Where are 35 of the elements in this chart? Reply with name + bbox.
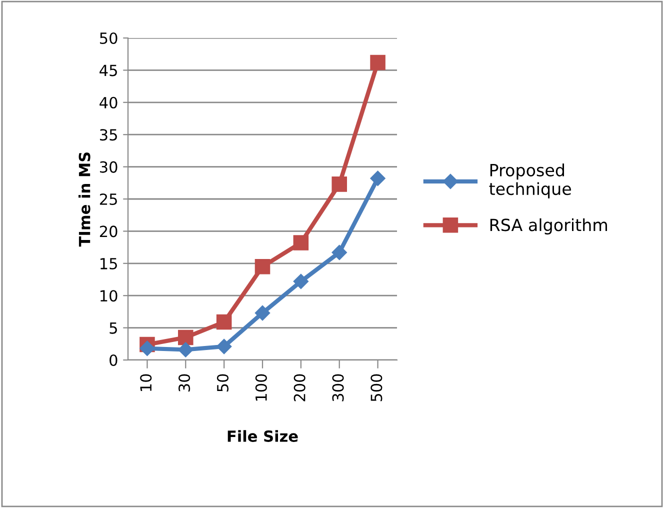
point xyxy=(332,176,347,192)
point xyxy=(254,305,270,321)
point xyxy=(293,274,308,289)
point xyxy=(178,342,194,358)
y-tick-label: 50 xyxy=(100,32,118,44)
legend-label: Proposed technique xyxy=(489,164,571,198)
x-tick-label: 300 xyxy=(332,374,344,402)
point xyxy=(140,340,155,356)
x-tick-label: 500 xyxy=(370,374,382,402)
x-tick-label: 100 xyxy=(255,374,267,401)
x-tick-label: 50 xyxy=(216,374,229,392)
y-axis-title: TIme in MS xyxy=(78,152,90,247)
y-tick-label: 30 xyxy=(100,161,118,173)
point xyxy=(216,338,232,354)
point xyxy=(216,314,232,330)
point xyxy=(178,330,194,346)
y-tick-label: 45 xyxy=(100,64,117,76)
point xyxy=(332,244,347,260)
point xyxy=(293,235,309,250)
y-tick-label: 20 xyxy=(100,226,118,238)
y-tick-label: 0 xyxy=(110,354,118,366)
legend-label: RSA algorithm xyxy=(490,218,607,234)
x-tick-label: 30 xyxy=(178,374,190,392)
x-tick-label: 10 xyxy=(140,374,152,391)
x-tick-label: 200 xyxy=(294,374,306,402)
point xyxy=(370,170,386,186)
y-tick-label: 10 xyxy=(100,290,118,302)
y-tick-label: 40 xyxy=(100,96,118,108)
y-tick-label: 5 xyxy=(110,322,117,334)
y-tick-label: 15 xyxy=(100,258,117,270)
y-tick-label: 25 xyxy=(100,193,117,206)
x-axis-title: File Size xyxy=(228,430,298,442)
point xyxy=(370,54,386,70)
point xyxy=(254,258,270,274)
y-tick-label: 35 xyxy=(100,129,117,141)
